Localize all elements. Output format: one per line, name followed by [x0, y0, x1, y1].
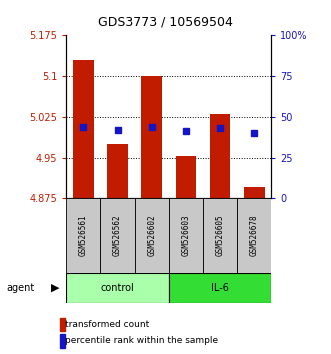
- Text: ▶: ▶: [51, 282, 60, 293]
- Bar: [73, 60, 94, 198]
- Text: GSM526562: GSM526562: [113, 215, 122, 256]
- Bar: [169, 273, 271, 303]
- Bar: [66, 273, 169, 303]
- Text: GSM526603: GSM526603: [181, 215, 190, 256]
- Text: GSM526561: GSM526561: [79, 215, 88, 256]
- Bar: [210, 114, 230, 198]
- Text: agent: agent: [7, 282, 35, 293]
- Text: transformed count: transformed count: [66, 320, 150, 329]
- Text: control: control: [101, 282, 134, 293]
- Bar: [60, 318, 65, 331]
- Bar: [203, 198, 237, 273]
- Text: GSM526602: GSM526602: [147, 215, 156, 256]
- Text: GSM526678: GSM526678: [250, 215, 259, 256]
- Bar: [176, 156, 196, 198]
- Bar: [100, 198, 135, 273]
- Bar: [244, 187, 264, 198]
- Bar: [60, 334, 65, 348]
- Bar: [169, 198, 203, 273]
- Bar: [237, 198, 271, 273]
- Bar: [135, 198, 169, 273]
- Text: percentile rank within the sample: percentile rank within the sample: [66, 336, 218, 346]
- Text: GSM526605: GSM526605: [215, 215, 225, 256]
- Text: IL-6: IL-6: [211, 282, 229, 293]
- Bar: [141, 76, 162, 198]
- Text: GDS3773 / 10569504: GDS3773 / 10569504: [98, 16, 233, 29]
- Bar: [66, 198, 100, 273]
- Bar: [107, 144, 128, 198]
